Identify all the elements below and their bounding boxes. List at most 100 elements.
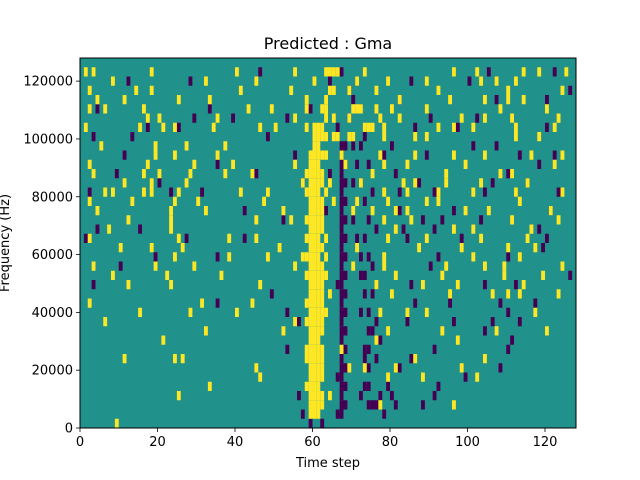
heatmap-cell-low <box>459 233 464 243</box>
heatmap-cell-low <box>366 344 371 354</box>
heatmap-cell-high <box>386 76 391 86</box>
heatmap-cell-high <box>486 206 491 216</box>
heatmap-cell-low <box>339 280 344 290</box>
heatmap-cell-high <box>390 104 394 114</box>
heatmap-cell-high <box>479 76 484 86</box>
heatmap-cell-high <box>413 178 418 188</box>
heatmap-cell-high <box>308 196 313 206</box>
heatmap-cell-high <box>316 298 321 308</box>
heatmap-cell-high <box>87 85 92 95</box>
heatmap-cell-high <box>405 159 410 169</box>
heatmap-cell-high <box>483 113 487 123</box>
heatmap-cell-high <box>537 132 542 142</box>
heatmap-cell-high <box>308 206 313 216</box>
heatmap-cell-low <box>91 280 96 290</box>
heatmap-cell-high <box>355 104 360 114</box>
heatmap-cell-low <box>483 187 487 197</box>
heatmap-cell-high <box>436 85 441 95</box>
heatmap-cell-low <box>486 67 491 77</box>
heatmap-cell-low <box>215 252 220 262</box>
heatmap-cell-high <box>448 289 453 299</box>
heatmap-cell-high <box>235 307 239 317</box>
heatmap-cell-high <box>331 132 336 142</box>
heatmap-cell-high <box>304 354 309 364</box>
heatmap-cell-high <box>525 178 530 188</box>
heatmap-cell-low <box>351 178 356 188</box>
heatmap-cell-low <box>533 298 538 308</box>
heatmap-cell-low <box>556 187 561 197</box>
heatmap-cell-high <box>312 289 317 299</box>
heatmap-cell-high <box>169 206 174 216</box>
heatmap-cell-low <box>490 317 495 327</box>
heatmap-cell-low <box>386 381 391 391</box>
heatmap-cell-high <box>347 363 352 373</box>
heatmap-cell-high <box>324 307 329 317</box>
heatmap-cell-high <box>452 122 456 132</box>
heatmap-cell-high <box>320 270 325 280</box>
heatmap-cell-low <box>390 391 394 401</box>
heatmap-cell-low <box>339 224 344 234</box>
heatmap-cell-high <box>308 409 313 419</box>
heatmap-cell-high <box>173 354 177 364</box>
heatmap-cell-high <box>312 409 317 419</box>
heatmap-cell-low <box>157 178 162 188</box>
heatmap-cell-high <box>254 233 259 243</box>
heatmap-cell-high <box>556 215 561 225</box>
heatmap-cell-high <box>498 169 503 179</box>
heatmap-cell-low <box>343 363 348 373</box>
y-axis-label: Frequency (Hz) <box>0 194 13 292</box>
heatmap-cell-high <box>304 187 309 197</box>
heatmap-cell-low <box>494 141 499 151</box>
heatmap-cell-high <box>277 243 282 253</box>
heatmap-cell-low <box>285 307 290 317</box>
heatmap-cell-low <box>366 381 371 391</box>
heatmap-cell-high <box>510 169 515 179</box>
heatmap-cell-high <box>107 224 112 234</box>
x-tick-label: 80 <box>382 435 399 450</box>
heatmap-cell-low <box>362 233 367 243</box>
heatmap-cell-high <box>304 104 309 114</box>
heatmap-cell-high <box>362 363 367 373</box>
heatmap-cell-high <box>312 178 317 188</box>
heatmap-cell-high <box>490 289 495 299</box>
heatmap-cell-high <box>316 270 321 280</box>
heatmap-cell-high <box>335 132 340 142</box>
heatmap-cell-high <box>184 141 189 151</box>
heatmap-cell-low <box>409 354 414 364</box>
heatmap-cell-high <box>560 261 565 271</box>
heatmap-cell-low <box>568 85 573 95</box>
heatmap-cell-high <box>192 261 197 271</box>
heatmap-cell-high <box>374 335 379 345</box>
heatmap-cell-low <box>498 298 503 308</box>
heatmap-cell-high <box>452 67 456 77</box>
heatmap-cell-high <box>393 363 398 373</box>
heatmap-cell-low <box>378 391 383 401</box>
heatmap-cell-low <box>343 381 348 391</box>
heatmap-cell-high <box>386 196 391 206</box>
heatmap-cell-high <box>258 122 263 132</box>
heatmap-cell-high <box>463 159 468 169</box>
heatmap-cell-low <box>413 122 418 132</box>
heatmap-cell-high <box>560 85 565 95</box>
heatmap-cell-high <box>87 159 92 169</box>
heatmap-cell-high <box>324 233 329 243</box>
heatmap-cell-low <box>339 252 344 262</box>
heatmap-cell-high <box>424 196 429 206</box>
heatmap-cell-high <box>494 326 499 336</box>
heatmap-cell-low <box>169 187 174 197</box>
heatmap-cell-low <box>339 141 344 151</box>
y-tick-label: 60000 <box>32 248 73 263</box>
heatmap-cell-high <box>316 391 321 401</box>
heatmap-cell-high <box>308 187 313 197</box>
heatmap-cell-low <box>308 418 313 428</box>
heatmap-cell-high <box>281 206 286 216</box>
heatmap-cell-high <box>266 252 270 262</box>
heatmap-cell-high <box>304 233 309 243</box>
heatmap-cell-high <box>560 150 565 160</box>
heatmap-cell-high <box>382 261 387 271</box>
heatmap-cell-high <box>312 141 317 151</box>
heatmap-cell-low <box>390 141 394 151</box>
heatmap-cell-high <box>219 270 224 280</box>
heatmap-cell-high <box>463 206 468 216</box>
heatmap-cell-low <box>397 206 402 216</box>
